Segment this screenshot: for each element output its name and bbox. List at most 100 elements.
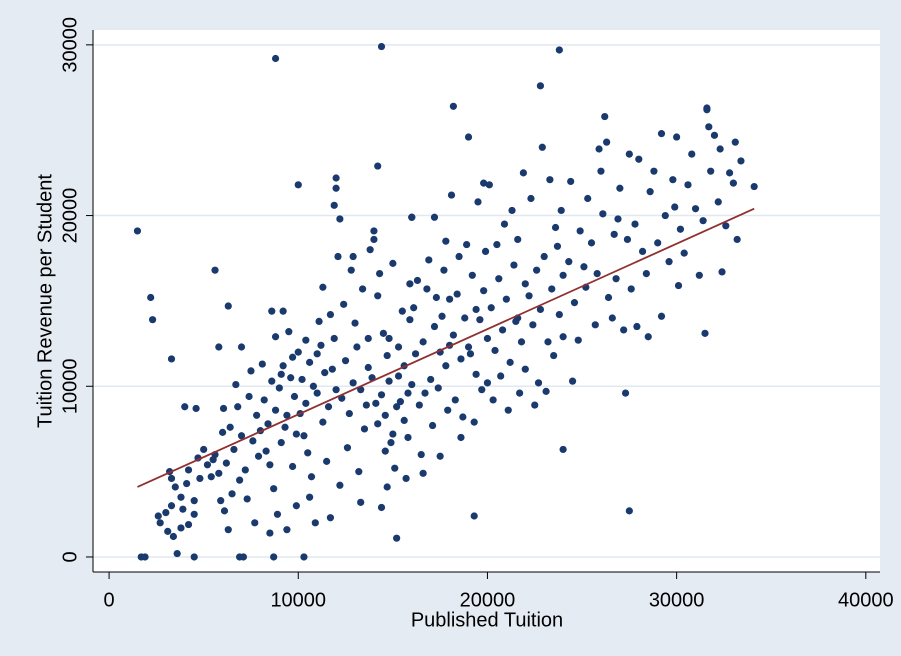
- point: [457, 355, 465, 363]
- point: [534, 379, 543, 387]
- point: [406, 316, 414, 324]
- point: [270, 553, 278, 561]
- point: [167, 502, 176, 510]
- point: [224, 302, 232, 310]
- y-tick-label: 0: [59, 551, 81, 562]
- x-tick-label: 10000: [270, 589, 326, 611]
- point: [508, 206, 516, 215]
- point: [285, 328, 293, 336]
- point: [302, 336, 310, 344]
- point: [707, 167, 715, 175]
- point: [550, 351, 558, 360]
- point: [718, 268, 726, 276]
- point: [428, 421, 437, 430]
- point: [453, 290, 461, 298]
- point: [236, 476, 244, 484]
- point: [595, 145, 603, 153]
- point: [372, 399, 380, 407]
- point: [540, 252, 548, 261]
- point: [565, 258, 573, 266]
- point: [489, 396, 497, 404]
- point: [514, 235, 522, 244]
- point: [385, 377, 393, 385]
- point: [695, 271, 703, 279]
- point: [500, 220, 509, 228]
- point: [209, 456, 217, 464]
- point: [211, 266, 219, 274]
- point: [506, 358, 514, 366]
- point: [737, 157, 745, 165]
- point: [374, 162, 382, 170]
- point: [455, 252, 463, 261]
- point: [480, 179, 488, 187]
- point: [184, 520, 193, 529]
- point: [555, 46, 563, 54]
- point: [404, 389, 412, 397]
- point: [533, 266, 541, 274]
- point: [251, 519, 259, 527]
- point: [525, 292, 533, 300]
- point: [326, 310, 335, 319]
- point: [177, 524, 185, 532]
- point: [599, 210, 607, 218]
- point: [461, 314, 469, 322]
- point: [387, 439, 395, 447]
- point: [396, 398, 405, 406]
- point: [546, 176, 554, 184]
- point: [288, 462, 297, 471]
- point: [177, 493, 185, 501]
- point: [336, 215, 344, 223]
- point: [249, 437, 257, 445]
- point: [478, 386, 486, 394]
- point: [502, 295, 510, 303]
- point: [219, 404, 228, 413]
- point: [440, 266, 448, 274]
- point: [192, 404, 200, 413]
- point: [419, 338, 427, 346]
- point: [421, 389, 429, 397]
- point: [190, 497, 198, 505]
- point: [281, 423, 289, 431]
- point: [591, 321, 599, 329]
- point: [364, 334, 372, 343]
- point: [559, 333, 567, 341]
- y-axis-label: Tuition Revenue per Student: [34, 174, 56, 428]
- point: [430, 213, 439, 221]
- point: [430, 322, 439, 331]
- point: [442, 237, 450, 245]
- point: [542, 387, 550, 395]
- point: [731, 138, 739, 146]
- point: [292, 502, 300, 510]
- point: [463, 240, 471, 249]
- point: [353, 343, 361, 351]
- point: [306, 493, 314, 501]
- point: [237, 432, 246, 440]
- point: [184, 466, 193, 474]
- point: [133, 227, 142, 235]
- point: [497, 372, 505, 380]
- point: [665, 258, 673, 266]
- point: [323, 457, 331, 465]
- point: [608, 314, 616, 322]
- point: [398, 307, 406, 315]
- point: [355, 468, 363, 476]
- point: [603, 138, 611, 146]
- point: [277, 439, 285, 447]
- point: [270, 485, 278, 493]
- point: [330, 201, 338, 209]
- point: [279, 362, 287, 370]
- point: [688, 150, 696, 158]
- point: [521, 365, 529, 373]
- point: [268, 377, 276, 385]
- point: [621, 389, 630, 397]
- fit-line: [137, 207, 755, 488]
- point: [330, 334, 338, 343]
- point: [343, 444, 352, 452]
- point: [597, 167, 605, 175]
- point: [671, 203, 679, 211]
- point: [536, 82, 545, 90]
- point: [357, 498, 365, 506]
- point: [425, 256, 433, 264]
- point: [701, 329, 709, 337]
